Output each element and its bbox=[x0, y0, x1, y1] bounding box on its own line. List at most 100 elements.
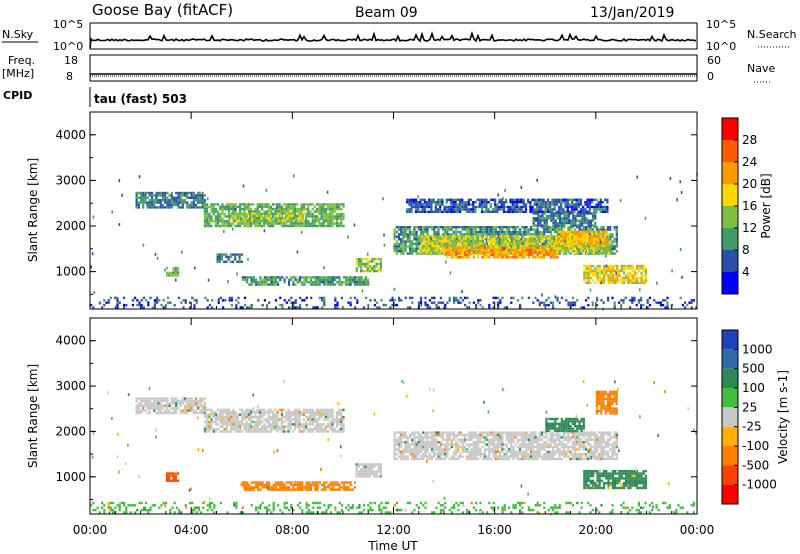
heatmap-cell bbox=[245, 423, 248, 426]
heatmap-cell bbox=[646, 299, 649, 302]
heatmap-cell bbox=[195, 299, 198, 302]
heatmap-cell bbox=[545, 251, 548, 254]
heatmap-cell bbox=[424, 226, 427, 229]
heatmap-cell bbox=[573, 242, 576, 245]
heatmap-cell bbox=[627, 279, 630, 282]
heatmap-cell bbox=[264, 219, 267, 222]
heatmap-cell bbox=[537, 237, 540, 240]
heatmap-cell bbox=[417, 303, 420, 307]
heatmap-cell bbox=[279, 278, 282, 281]
heatmap-cell bbox=[529, 201, 532, 204]
heatmap-cell bbox=[611, 274, 614, 277]
heatmap-cell bbox=[599, 198, 602, 201]
heatmap-cell bbox=[537, 235, 540, 238]
heatmap-cell bbox=[356, 276, 359, 279]
heatmap-cell bbox=[579, 201, 583, 204]
heatmap-cell bbox=[587, 269, 590, 272]
heatmap-cell bbox=[208, 220, 211, 223]
heatmap-cell bbox=[513, 203, 517, 206]
heatmap-cell bbox=[537, 224, 540, 227]
heatmap-cell bbox=[159, 404, 162, 407]
cpid-panel: CPID tau (fast) 503 bbox=[3, 87, 187, 107]
heatmap-cell bbox=[411, 296, 414, 300]
heatmap-cell bbox=[427, 237, 430, 240]
heatmap-cell bbox=[230, 423, 233, 426]
heatmap-cell bbox=[281, 306, 284, 309]
heatmap-cell bbox=[349, 303, 352, 307]
heatmap-cell bbox=[203, 402, 206, 405]
heatmap-cell bbox=[375, 257, 378, 261]
heatmap-cell bbox=[606, 208, 609, 211]
heatmap-cell bbox=[489, 205, 492, 209]
heatmap-cell bbox=[517, 237, 520, 240]
heatmap-cell bbox=[183, 409, 187, 412]
heatmap-cell bbox=[488, 233, 491, 236]
heatmap-cell bbox=[194, 196, 198, 199]
heatmap-cell bbox=[585, 217, 588, 220]
heatmap-cell bbox=[563, 219, 566, 222]
heatmap-cell bbox=[539, 235, 542, 238]
heatmap-cell bbox=[614, 274, 617, 277]
heatmap-cell bbox=[495, 242, 498, 245]
heatmap-cell bbox=[666, 303, 669, 307]
heatmap-cell bbox=[157, 411, 160, 415]
heatmap-cell bbox=[562, 201, 565, 204]
heatmap-cell bbox=[228, 205, 231, 208]
heatmap-cell bbox=[439, 201, 442, 204]
heatmap-cell bbox=[477, 299, 480, 302]
heatmap-cell bbox=[235, 214, 238, 218]
heatmap-cell bbox=[318, 208, 321, 211]
heatmap-cell bbox=[538, 208, 541, 211]
heatmap-speckle bbox=[326, 190, 329, 194]
heatmap-cell bbox=[583, 272, 586, 275]
heatmap-cell bbox=[323, 299, 326, 302]
heatmap-cell bbox=[170, 402, 173, 405]
heatmap-cell bbox=[199, 194, 202, 197]
heatmap-cell bbox=[479, 233, 482, 236]
heatmap-speckle bbox=[138, 175, 141, 179]
heatmap-cell bbox=[518, 198, 521, 201]
heatmap-cell bbox=[523, 248, 526, 252]
heatmap-cell bbox=[355, 269, 358, 273]
heatmap-cell bbox=[595, 205, 598, 209]
heatmap-cell bbox=[512, 253, 515, 257]
heatmap-cell bbox=[360, 265, 363, 268]
heatmap-cell bbox=[550, 212, 553, 215]
heatmap-cell bbox=[199, 199, 202, 202]
heatmap-cell bbox=[356, 283, 359, 286]
heatmap-cell bbox=[219, 425, 222, 428]
heatmap-cell bbox=[607, 274, 610, 277]
heatmap-cell bbox=[393, 245, 396, 248]
heatmap-speckle bbox=[669, 177, 672, 180]
heatmap-cell bbox=[241, 208, 244, 211]
heatmap-cell bbox=[540, 208, 543, 211]
heatmap-cell bbox=[296, 278, 299, 281]
heatmap-cell bbox=[239, 430, 242, 433]
heatmap-cell bbox=[562, 210, 565, 213]
heatmap-cell bbox=[170, 397, 173, 400]
heatmap-cell bbox=[521, 253, 524, 257]
heatmap-cell bbox=[314, 283, 317, 286]
heatmap-cell bbox=[452, 205, 455, 209]
heatmap-cell bbox=[166, 203, 169, 207]
heatmap-cell bbox=[147, 303, 150, 307]
heatmap-cell bbox=[221, 408, 224, 412]
heatmap-cell bbox=[563, 212, 566, 215]
heatmap-cell bbox=[246, 219, 249, 222]
heatmap-cell bbox=[90, 303, 93, 307]
heatmap-cell bbox=[446, 246, 449, 249]
heatmap-cell bbox=[258, 415, 261, 419]
heatmap-cell bbox=[511, 242, 514, 245]
heatmap-cell bbox=[228, 408, 231, 412]
heatmap-cell bbox=[527, 256, 530, 259]
heatmap-cell bbox=[562, 233, 565, 236]
heatmap-cell bbox=[598, 228, 601, 231]
heatmap-cell bbox=[636, 279, 639, 282]
heatmap-cell bbox=[611, 269, 614, 272]
heatmap-cell bbox=[447, 205, 451, 209]
heatmap-cell bbox=[221, 224, 224, 228]
heatmap-cell bbox=[329, 281, 332, 284]
heatmap-cell bbox=[161, 194, 165, 197]
heatmap-cell bbox=[307, 423, 310, 426]
heatmap-cell bbox=[571, 208, 574, 211]
